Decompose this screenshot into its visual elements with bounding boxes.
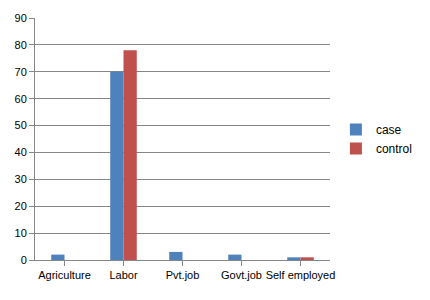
svg-text:Agriculture: Agriculture: [38, 269, 91, 281]
svg-text:90: 90: [15, 12, 27, 24]
svg-text:control: control: [376, 142, 412, 156]
svg-text:0: 0: [21, 254, 27, 266]
svg-text:10: 10: [15, 227, 27, 239]
svg-text:20: 20: [15, 200, 27, 212]
svg-text:Self employed: Self employed: [266, 269, 336, 281]
svg-text:40: 40: [15, 146, 27, 158]
svg-text:50: 50: [15, 119, 27, 131]
svg-text:case: case: [376, 123, 402, 137]
svg-text:60: 60: [15, 93, 27, 105]
svg-text:Govt.job: Govt.job: [221, 269, 262, 281]
svg-text:Pvt.job: Pvt.job: [166, 269, 200, 281]
svg-text:80: 80: [15, 39, 27, 51]
svg-text:Labor: Labor: [109, 269, 137, 281]
svg-text:70: 70: [15, 66, 27, 78]
svg-text:30: 30: [15, 173, 27, 185]
